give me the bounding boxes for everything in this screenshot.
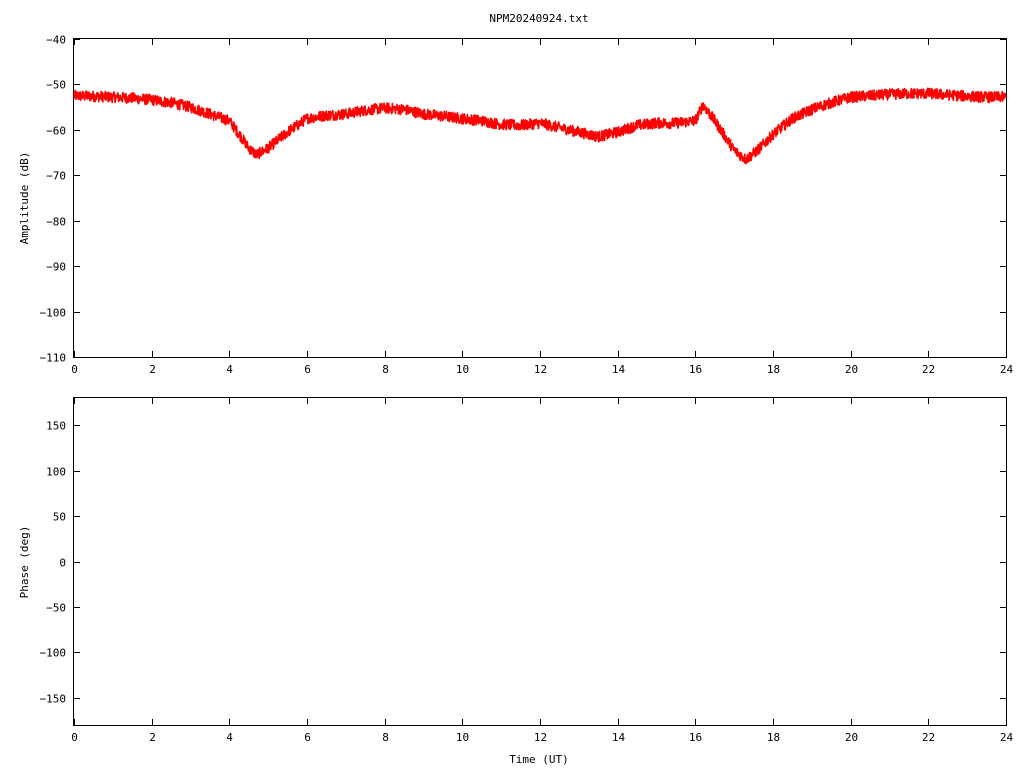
phase-x-ticks: 0 2 4 6 8 10 12 14 16 18 20 22 24 [71, 398, 1013, 744]
phase-plot-frame [73, 397, 1007, 726]
y-tick-label: −100 [40, 307, 67, 320]
y-tick-label: −150 [40, 693, 67, 706]
amplitude-series-line [73, 87, 1007, 165]
phase-y-ticks: 150 100 50 0 −50 −100 −150 [40, 420, 1006, 706]
x-tick-label: 20 [845, 731, 858, 744]
x-tick-label: 10 [456, 731, 469, 744]
y-tick-label: −60 [46, 125, 66, 138]
x-tick-label: 22 [922, 363, 935, 376]
x-tick-label: 2 [149, 363, 156, 376]
y-tick-label: −50 [46, 79, 66, 92]
x-tick-label: 2 [149, 731, 156, 744]
x-tick-label: 4 [226, 363, 233, 376]
y-tick-label: −90 [46, 261, 66, 274]
x-tick-label: 20 [845, 363, 858, 376]
x-tick-label: 14 [612, 363, 626, 376]
amplitude-x-ticks: 0 2 4 6 8 10 12 14 16 18 20 22 24 [71, 39, 1013, 376]
y-tick-label: 50 [53, 511, 66, 524]
x-tick-label: 6 [304, 731, 311, 744]
x-tick-label: 0 [71, 731, 78, 744]
x-tick-label: 12 [534, 363, 547, 376]
amplitude-plot-frame [73, 38, 1007, 358]
x-tick-label: 24 [1000, 731, 1014, 744]
x-tick-label: 8 [382, 731, 389, 744]
x-tick-label: 18 [767, 363, 780, 376]
y-tick-label: 150 [46, 420, 66, 433]
y-tick-label: −80 [46, 216, 66, 229]
y-tick-label: 0 [59, 557, 66, 570]
x-tick-label: 16 [689, 731, 702, 744]
x-tick-label: 16 [689, 363, 702, 376]
x-tick-label: 18 [767, 731, 780, 744]
chart-title: NPM20240924.txt [489, 12, 588, 25]
x-tick-label: 24 [1000, 363, 1014, 376]
x-tick-label: 14 [612, 731, 626, 744]
phase-y-axis-label: Phase (deg) [18, 526, 31, 599]
x-tick-label: 10 [456, 363, 469, 376]
x-tick-label: 22 [922, 731, 935, 744]
x-tick-label: 0 [71, 363, 78, 376]
x-tick-label: 12 [534, 731, 547, 744]
x-tick-label: 4 [226, 731, 233, 744]
x-tick-label: 6 [304, 363, 311, 376]
amplitude-y-axis-label: Amplitude (dB) [18, 152, 31, 245]
amplitude-y-ticks: −40 −50 −60 −70 −80 −90 −100 −110 [40, 34, 1006, 365]
y-tick-label: 100 [46, 466, 66, 479]
y-tick-label: −40 [46, 34, 66, 47]
y-tick-label: −100 [40, 647, 67, 660]
y-tick-label: −50 [46, 602, 66, 615]
y-tick-label: −110 [40, 352, 67, 365]
phase-x-axis-label: Time (UT) [509, 753, 569, 766]
amplitude-panel: −40−50−60−70−80−90−100−110 0 2 4 6 8 10 12 14 16… [18, 34, 1013, 377]
x-tick-label: 8 [382, 363, 389, 376]
y-tick-label: −70 [46, 170, 66, 183]
